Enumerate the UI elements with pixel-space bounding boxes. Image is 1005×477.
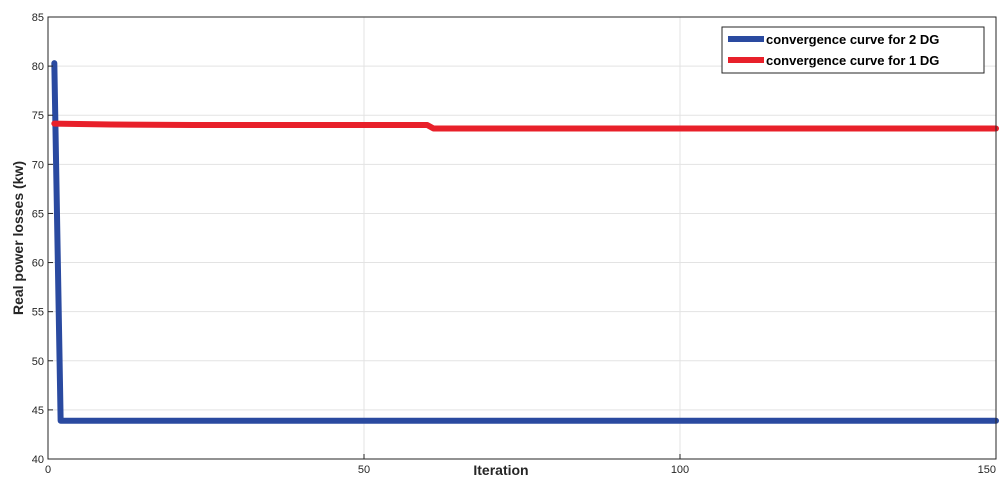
legend-box	[721, 26, 985, 74]
y-tick-label: 70	[32, 159, 44, 171]
axis-ticks: 0 50 100 150 40 45 50 55 60 65 70 75 80 85	[32, 12, 997, 476]
y-tick-label: 50	[32, 356, 44, 368]
legend: convergence curve for 2 DG convergence cu…	[721, 26, 985, 74]
legend-label: convergence curve for 2 DG	[766, 32, 939, 47]
x-axis-label: Iteration	[473, 462, 528, 477]
y-tick-label: 60	[32, 258, 44, 270]
y-tick-label: 85	[32, 12, 44, 24]
series-layer	[51, 60, 999, 424]
series-line-1	[51, 60, 999, 424]
y-tick-label: 40	[32, 454, 44, 466]
y-tick-label: 65	[32, 208, 44, 220]
x-tick-label: 50	[358, 464, 370, 476]
y-axis-label: Real power losses (kw)	[10, 161, 26, 315]
y-tick-label: 75	[32, 110, 44, 122]
legend-label: convergence curve for 1 DG	[766, 53, 939, 68]
y-tick-label: 55	[32, 307, 44, 319]
x-tick-label: 150	[978, 464, 996, 476]
plot-background	[48, 17, 996, 459]
x-tick-label: 100	[671, 464, 689, 476]
plot-frame	[47, 16, 997, 460]
series-line-2	[51, 120, 999, 132]
x-tick-label: 0	[45, 464, 51, 476]
y-tick-label: 80	[32, 61, 44, 73]
y-tick-label: 45	[32, 405, 44, 417]
